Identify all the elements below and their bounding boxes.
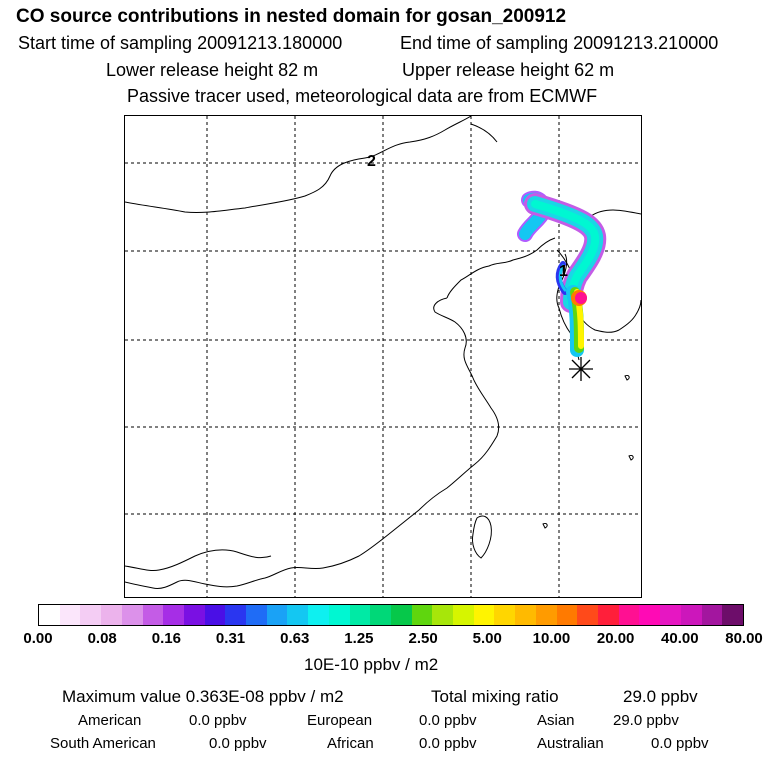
colorbar-swatch (660, 605, 681, 625)
region-name: American (78, 712, 142, 729)
region-value: 0.0 ppbv (209, 735, 267, 752)
colorbar-tick-label: 0.63 (280, 630, 310, 647)
contour-label-2: 2 (367, 153, 376, 170)
colorbar-swatch (618, 605, 640, 625)
colorbar-tick-label: 2.50 (408, 630, 438, 647)
colorbar-swatch (473, 605, 495, 625)
colorbar-swatch (183, 605, 205, 625)
region-name: African (327, 735, 374, 752)
colorbar-swatch (370, 605, 391, 625)
colorbar-swatch (121, 605, 143, 625)
colorbar-swatch (390, 605, 412, 625)
colorbar-swatch (535, 605, 557, 625)
plume (517, 190, 607, 357)
colorbar-swatch (308, 605, 329, 625)
region-value: 0.0 ppbv (419, 712, 477, 729)
colorbar-swatch (39, 605, 60, 625)
colorbar-tick-label: 20.00 (596, 630, 635, 647)
colorbar-swatch (411, 605, 433, 625)
colorbar-swatch (577, 605, 598, 625)
colorbar-tick-label: 0.08 (87, 630, 117, 647)
lower-release-height: Lower release height 82 m (106, 60, 319, 80)
colorbar-tick-label: 10.00 (532, 630, 571, 647)
colorbar-tick-label: 0.31 (215, 630, 246, 647)
graticule (125, 116, 641, 597)
colorbar-swatch (349, 605, 371, 625)
region-name: European (307, 712, 373, 729)
colorbar-tick-label: 40.00 (661, 630, 699, 647)
region-name: South American (50, 735, 156, 752)
upper-release-height: Upper release height 62 m (402, 60, 615, 80)
colorbar-swatch (432, 605, 454, 625)
colorbar-swatch (163, 605, 184, 625)
region-value: 0.0 ppbv (189, 712, 247, 729)
start-time: Start time of sampling 20091213.180000 (18, 33, 343, 53)
region-value: 29.0 ppbv (613, 712, 679, 729)
end-time: End time of sampling 20091213.210000 (400, 33, 719, 53)
colorbar-swatch (287, 605, 309, 625)
colorbar-swatch (597, 605, 619, 625)
total-mixing-label: Total mixing ratio (431, 687, 559, 706)
region-value: 0.0 ppbv (419, 735, 477, 752)
total-mixing-value: 29.0 ppbv (623, 687, 698, 706)
receptor-star-icon (569, 357, 593, 381)
colorbar-swatch (204, 605, 226, 625)
region-name: Australian (537, 735, 604, 752)
colorbar-swatch (639, 605, 661, 625)
colorbar-unit: 10E-10 ppbv / m2 (304, 655, 439, 674)
colorbar-tick-label: 0.00 (23, 630, 53, 647)
colorbar-swatch (142, 605, 164, 625)
colorbar-swatch (59, 605, 81, 625)
colorbar-tick-label: 80.00 (725, 630, 763, 647)
map-panel: 2 1 (124, 115, 642, 598)
colorbar-tick-label: 5.00 (472, 630, 502, 647)
colorbar-swatch (701, 605, 723, 625)
colorbar-tick-label: 1.25 (344, 630, 374, 647)
colorbar-swatch (556, 605, 578, 625)
colorbar-swatch (328, 605, 350, 625)
region-value: 0.0 ppbv (651, 735, 709, 752)
colorbar-swatch (80, 605, 102, 625)
contour-label-1: 1 (559, 263, 568, 280)
region-name: Asian (537, 712, 575, 729)
colorbar-swatch (680, 605, 702, 625)
colorbar-tick-label: 0.16 (151, 630, 181, 647)
colorbar-swatch (453, 605, 474, 625)
colorbar-swatch (246, 605, 267, 625)
colorbar-swatch (225, 605, 247, 625)
plot-title: CO source contributions in nested domain… (16, 6, 567, 27)
colorbar-swatch (266, 605, 288, 625)
colorbar (38, 604, 744, 626)
model-note: Passive tracer used, meteorological data… (127, 86, 598, 106)
colorbar-swatch (494, 605, 516, 625)
colorbar-swatch (101, 605, 122, 625)
colorbar-swatch (722, 605, 743, 625)
colorbar-swatch (515, 605, 536, 625)
maximum-value: Maximum value 0.363E-08 ppbv / m2 (62, 687, 344, 706)
